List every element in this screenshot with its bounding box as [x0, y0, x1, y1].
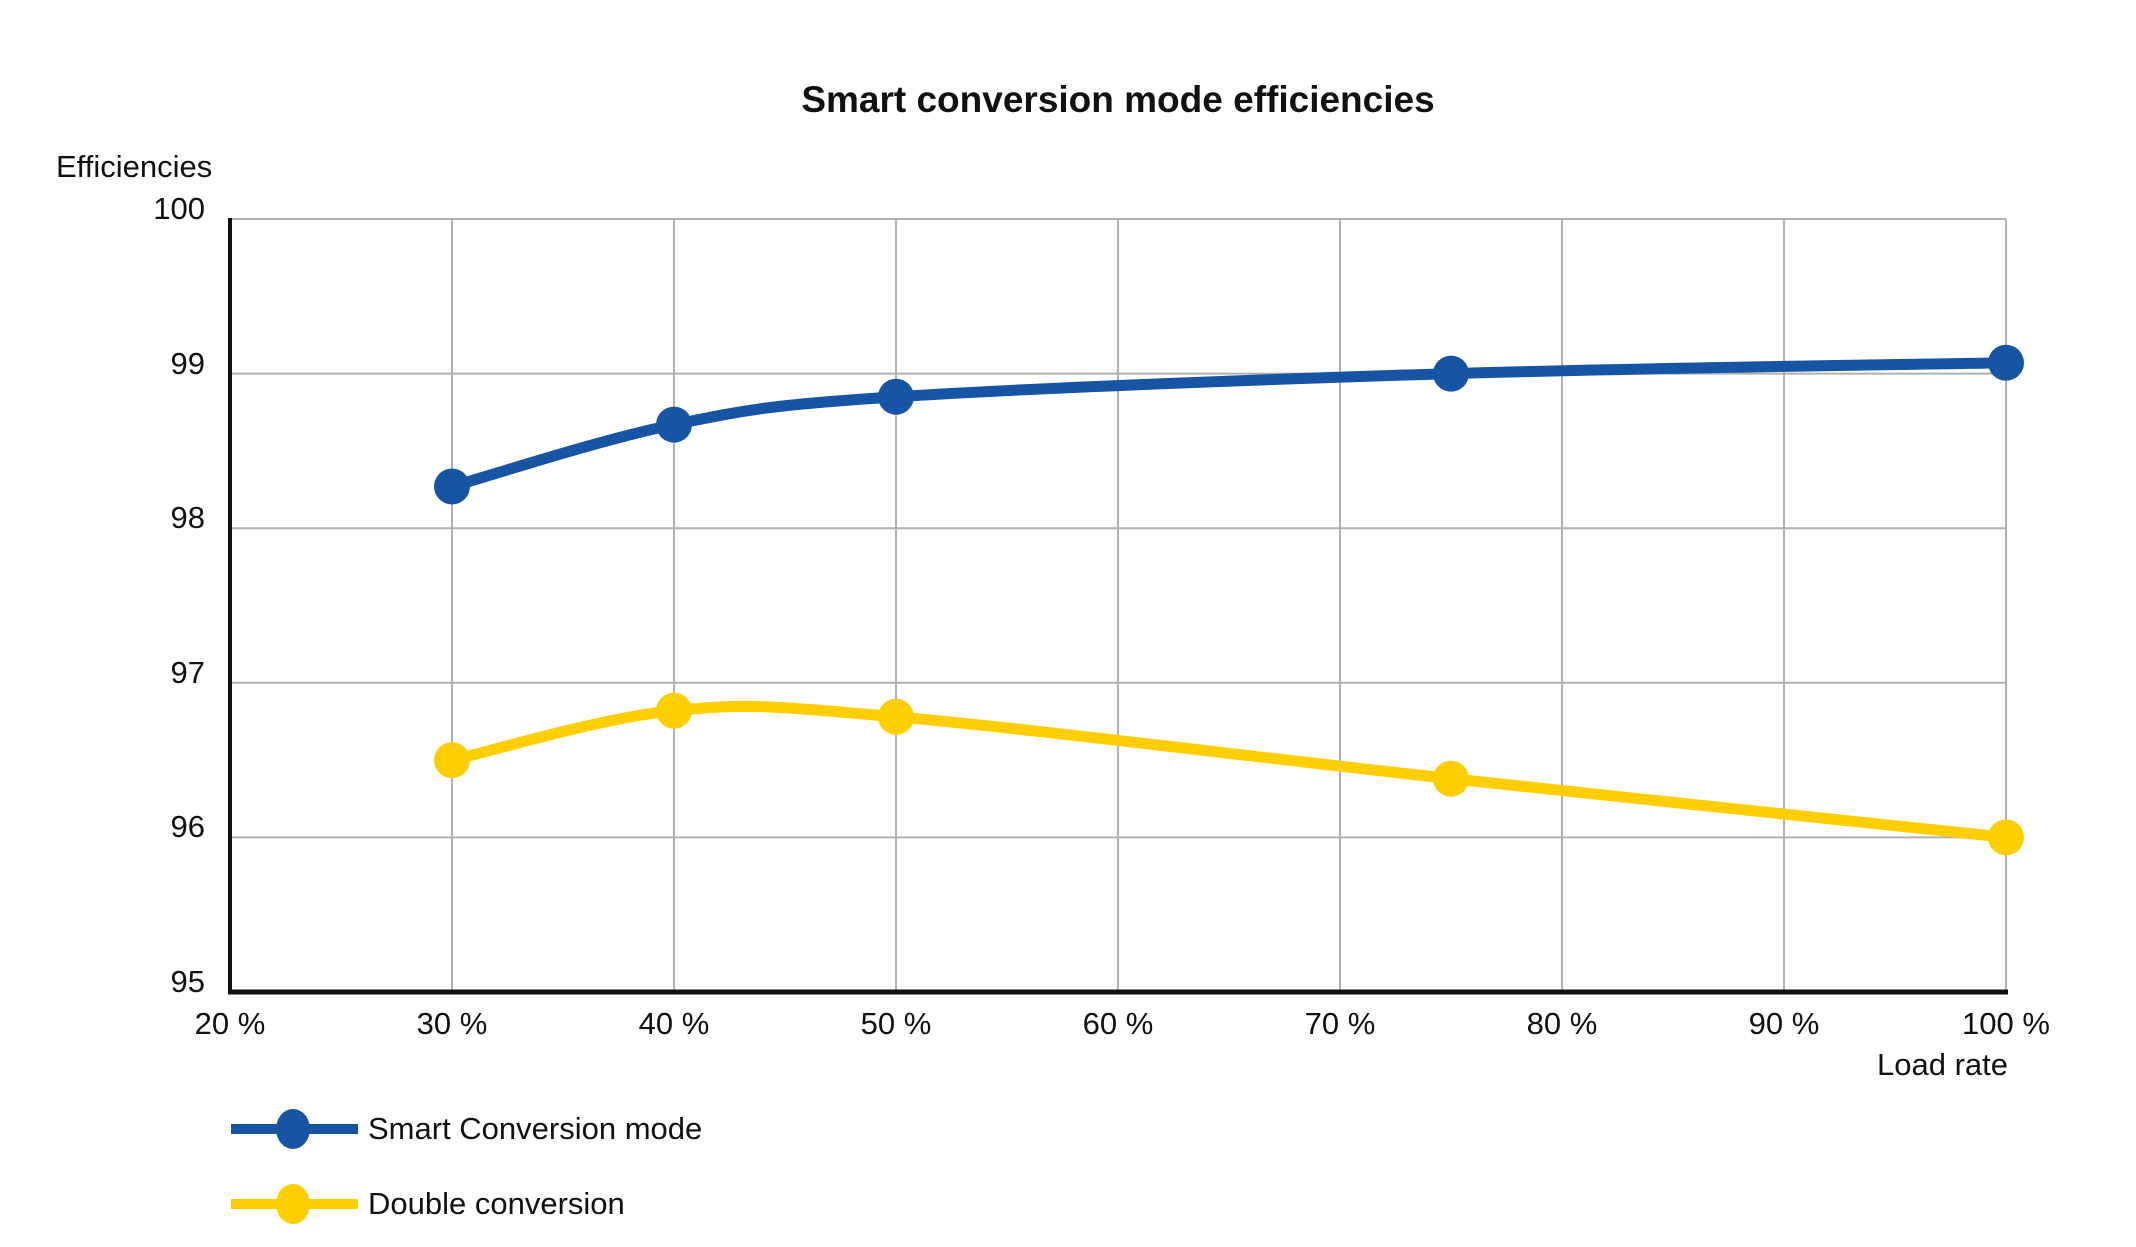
x-tick-label: 90 % — [1748, 1006, 1820, 1041]
y-tick-label: 96 — [170, 809, 205, 845]
x-tick-label: 50 % — [860, 1006, 932, 1041]
x-tick-label: 100 % — [1962, 1006, 2050, 1041]
y-tick-label: 97 — [170, 654, 205, 690]
data-point-series-1 — [656, 692, 692, 729]
x-axis-title: Load rate — [1877, 1047, 2008, 1082]
data-point-series-0 — [1433, 355, 1469, 392]
legend-label: Smart Conversion mode — [368, 1110, 703, 1146]
legend-item-smart-conversion: Smart Conversion mode — [231, 1107, 702, 1151]
data-point-series-1 — [878, 698, 914, 735]
legend-line-dot-icon — [231, 1184, 358, 1224]
legend-line-dot-icon — [231, 1109, 358, 1149]
legend-item-double-conversion: Double conversion — [231, 1182, 702, 1226]
y-axis-title: Efficiencies — [56, 149, 213, 184]
data-point-series-0 — [878, 378, 914, 415]
series-line-1 — [446, 700, 2012, 843]
chart-legend: Smart Conversion mode Double conversion — [231, 1107, 702, 1226]
x-tick-label: 70 % — [1304, 1006, 1376, 1041]
data-point-series-0 — [434, 468, 470, 505]
y-tick-label: 95 — [170, 964, 205, 999]
x-tick-label: 20 % — [194, 1006, 266, 1041]
legend-label: Double conversion — [368, 1185, 625, 1221]
data-point-series-1 — [434, 742, 470, 779]
data-point-series-0 — [1988, 344, 2024, 381]
y-tick-label: 99 — [170, 345, 205, 381]
series-line-0 — [446, 357, 2012, 492]
y-tick-label: 98 — [170, 500, 205, 536]
x-tick-label: 30 % — [416, 1006, 488, 1041]
data-point-series-1 — [1433, 760, 1469, 797]
chart-title: Smart conversion mode efficiencies — [801, 79, 1435, 120]
x-tick-label: 60 % — [1082, 1006, 1154, 1041]
data-point-series-0 — [656, 406, 692, 443]
data-point-series-1 — [1988, 819, 2024, 856]
y-tick-label: 100 — [153, 191, 205, 226]
x-tick-label: 40 % — [638, 1006, 710, 1041]
x-tick-label: 80 % — [1526, 1006, 1598, 1041]
